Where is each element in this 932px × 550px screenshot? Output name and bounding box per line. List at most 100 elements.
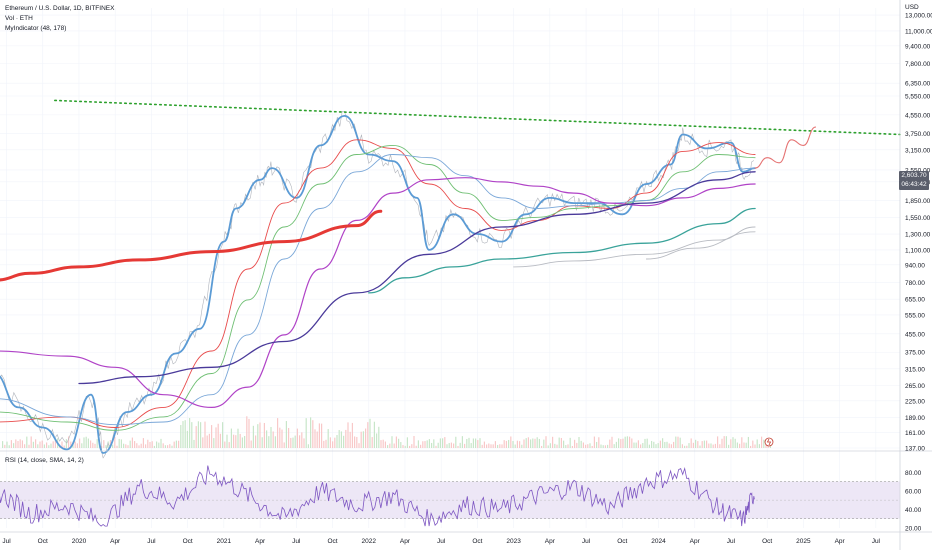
volume-bar [543, 439, 545, 448]
y-tick-label: 1,550.00 [905, 215, 931, 222]
y-tick-label: 315.00 [905, 366, 925, 373]
volume-bar [17, 441, 19, 448]
volume-bar [195, 426, 197, 448]
volume-bar [327, 429, 329, 448]
volume-bar [4, 444, 6, 448]
volume-bar [213, 438, 215, 448]
volume-bar [175, 440, 177, 448]
volume-bar [32, 441, 34, 448]
volume-bar [332, 441, 334, 448]
volume-bar [428, 439, 430, 448]
volume-bar [193, 439, 195, 448]
volume-bar [206, 435, 208, 448]
volume-bar [444, 437, 446, 448]
volume-bar [457, 445, 459, 448]
volume-bar [369, 418, 371, 448]
volume-bar [761, 436, 763, 448]
volume-bar [437, 442, 439, 448]
volume-bar [13, 443, 15, 448]
y-tick-label: 375.00 [905, 350, 925, 357]
x-tick-label: Oct [472, 538, 482, 545]
volume-bar [563, 440, 565, 448]
volume-bar [211, 425, 213, 448]
y-tick-label: 3,150.00 [905, 147, 931, 154]
volume-bar [697, 441, 699, 448]
volume-bar [131, 437, 133, 448]
grid [0, 8, 900, 528]
volume-bar [406, 437, 408, 448]
volume-bar [598, 437, 600, 448]
volume-bar [182, 421, 184, 448]
volume-bar [41, 440, 43, 448]
volume-bar [323, 440, 325, 448]
volume-bar [63, 445, 65, 448]
volume-bar [754, 444, 756, 448]
volume-bar [503, 440, 505, 448]
volume-bar [508, 439, 510, 448]
volume-bar [35, 439, 37, 448]
volume-bar [728, 444, 730, 448]
y-tick-label: 11,000.00 [905, 28, 932, 35]
volume-bar [96, 439, 98, 448]
volume-bar [417, 440, 419, 448]
volume-bar [362, 431, 364, 448]
volume-bar [288, 427, 290, 448]
volume-bar [609, 439, 611, 448]
volume-bar [395, 436, 397, 448]
volume-bar [635, 442, 637, 448]
volume-bar [6, 441, 8, 448]
volume-bar [10, 440, 12, 448]
series-trendline [54, 99, 901, 136]
currency-label: USD [905, 4, 919, 11]
volume-bar [549, 443, 551, 448]
volume-bars [2, 416, 771, 448]
volume-bar [721, 438, 723, 448]
volume-bar [123, 443, 125, 448]
y-tick-label: 1,300.00 [905, 232, 931, 239]
series-ma_purple [0, 177, 756, 409]
volume-bar [642, 443, 644, 448]
volume-bar [376, 433, 378, 448]
volume-bar [21, 440, 23, 448]
volume-bar [510, 436, 512, 448]
volume-bar [250, 440, 252, 448]
volume-bar [164, 445, 166, 448]
volume-bar [455, 436, 457, 448]
rsi-tick-label: 60.00 [905, 488, 922, 495]
rsi-title[interactable]: RSI (14, close, SMA, 14, 2) [5, 457, 84, 464]
y-tick-label: 6,350.00 [905, 81, 931, 88]
volume-bar [145, 444, 147, 448]
price-raw-line [0, 111, 755, 459]
volume-bar [112, 444, 114, 448]
volume-bar [402, 445, 404, 448]
x-tick-label: 2020 [72, 538, 87, 545]
series-projection [754, 126, 817, 169]
y-tick-label: 3,750.00 [905, 131, 931, 138]
volume-bar [382, 439, 384, 448]
rsi-tick-label: 80.00 [905, 470, 922, 477]
volume-bar [387, 445, 389, 448]
volume-bar [336, 435, 338, 448]
volume-bar [226, 434, 228, 448]
volume-bar [167, 445, 169, 448]
x-tick-label: Apr [545, 538, 556, 545]
rsi-layer [0, 465, 755, 527]
volume-bar [140, 443, 142, 448]
x-tick-label: Apr [690, 538, 701, 545]
x-tick-label: Jul [437, 538, 446, 545]
volume-bar [602, 445, 604, 448]
volume-legend[interactable]: Vol · ETH [5, 15, 33, 22]
volume-bar [481, 444, 483, 448]
y-tick-label: 137.00 [905, 446, 925, 453]
volume-bar [200, 422, 202, 448]
volume-bar [329, 437, 331, 448]
volume-bar [105, 445, 107, 448]
volume-bar [662, 438, 664, 448]
indicator-legend[interactable]: MyIndicator (48, 178) [5, 25, 67, 32]
volume-bar [351, 422, 353, 448]
y-tick-label: 455.00 [905, 331, 925, 338]
series-ma_navy [78, 171, 756, 385]
volume-bar [710, 443, 712, 448]
symbol-title[interactable]: Ethereum / U.S. Dollar, 1D, BITFINEX [5, 5, 115, 12]
